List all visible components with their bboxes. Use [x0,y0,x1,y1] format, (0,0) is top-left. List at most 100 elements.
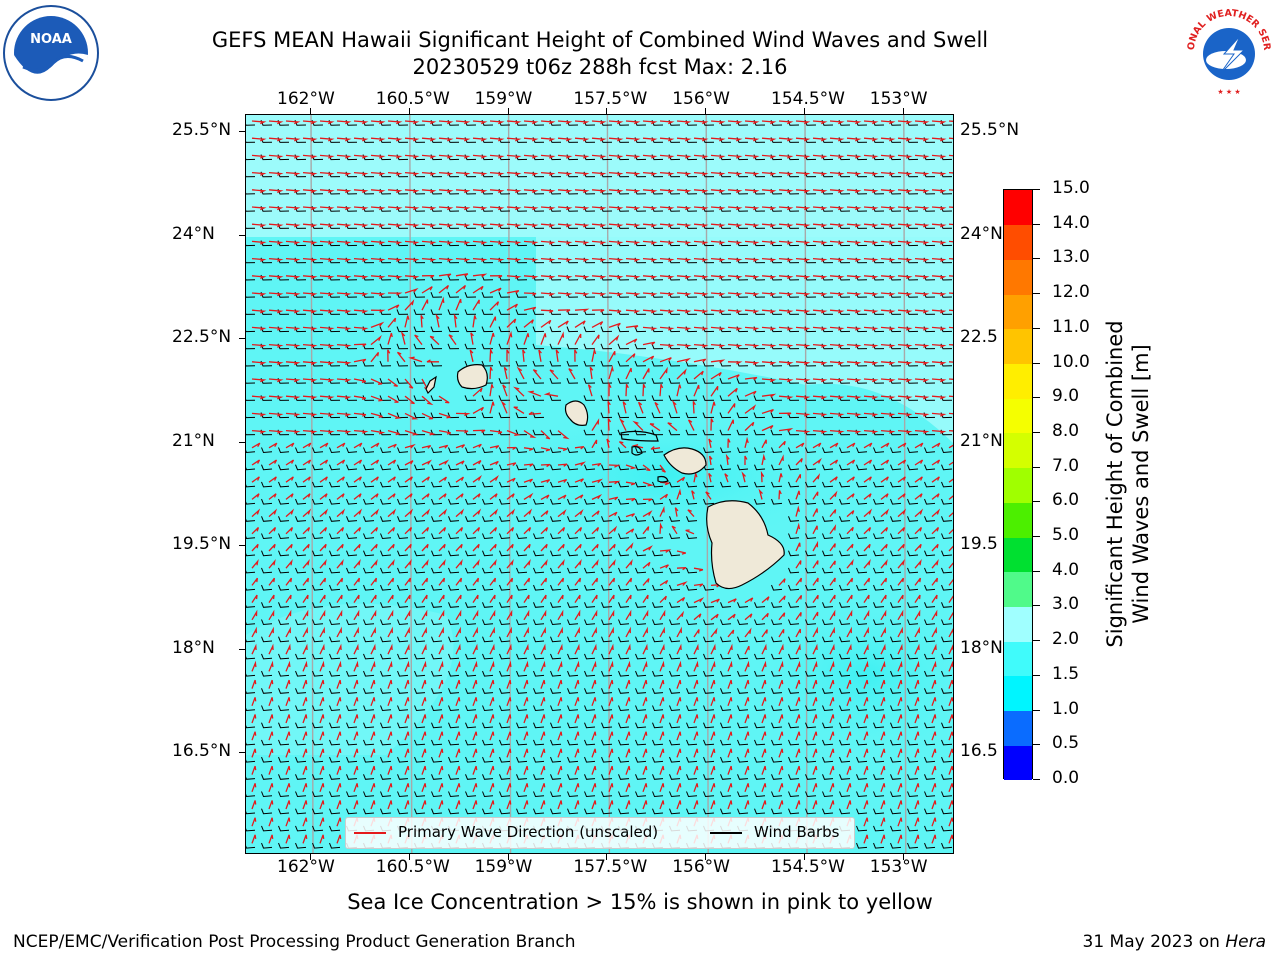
wave-arrow [455,257,471,262]
wind-barb [515,343,528,350]
wind-barb [295,447,307,454]
wave-arrow [489,765,495,775]
wind-barb [805,533,817,540]
wave-arrow [676,731,682,741]
wave-arrow [948,697,953,707]
wave-arrow [591,493,603,500]
wave-arrow [404,137,420,142]
wind-barb [516,705,528,712]
wave-arrow [761,309,777,314]
lat-label-left: 16.5°N [172,741,232,761]
wave-arrow [659,189,675,194]
wave-arrow [659,154,675,159]
wave-arrow [741,471,746,483]
wave-arrow [676,120,692,125]
wave-arrow [302,800,308,810]
wind-barb [246,123,256,126]
wind-barb [736,395,749,401]
wind-barb [566,343,579,350]
wave-arrow [812,643,818,655]
wave-arrow [268,120,284,125]
wind-barb [413,395,426,401]
wave-arrow [914,361,930,366]
wave-arrow [914,577,922,586]
wind-barb [635,722,647,729]
wave-arrow [676,488,682,500]
wave-arrow [948,512,953,518]
wave-arrow [608,322,621,329]
wind-barb [481,292,494,298]
wind-barb [498,412,511,419]
wind-barb [652,636,664,643]
wave-arrow [676,292,692,297]
wind-barb [465,670,477,677]
wind-barb [686,739,698,746]
wave-arrow [659,748,665,758]
wave-arrow [591,257,607,262]
wave-arrow [506,120,522,125]
wave-arrow [914,378,930,383]
wave-arrow [472,189,488,194]
wave-arrow [557,527,566,535]
wave-arrow [642,120,658,125]
wave-arrow [574,543,582,552]
wind-barb [771,756,783,763]
wind-barb [498,395,511,401]
wave-arrow [302,361,318,366]
wave-arrow [540,447,550,452]
wind-barb [839,791,851,798]
wind-barb [413,292,426,298]
wave-arrow [778,292,794,297]
wave-arrow [421,748,427,758]
wind-barb [600,395,613,401]
wind-barb [261,808,273,815]
wind-barb [907,481,919,488]
wave-arrow [778,679,784,689]
footer-date-text: 31 May 2023 on [1082,932,1220,952]
colorbar-tick [1033,744,1040,746]
wave-arrow [455,643,461,655]
wave-arrow [659,626,665,638]
wave-arrow [829,120,845,125]
wind-barb [499,619,511,626]
wave-arrow [523,577,531,586]
wave-height-map [246,115,953,853]
wind-barb [805,653,817,660]
wind-barb [601,533,613,540]
wave-arrow [370,240,386,245]
wave-arrow [455,412,471,417]
wave-arrow [268,275,284,280]
wind-barb [246,501,256,505]
wave-arrow [319,189,335,194]
wave-arrow [455,273,469,277]
wave-arrow [846,714,852,724]
wave-arrow [829,343,845,348]
wave-arrow [251,594,258,603]
wind-barb [329,550,341,557]
wave-arrow [319,508,329,518]
wave-arrow [489,460,499,466]
wind-barb [567,550,579,557]
wind-barb [634,395,647,401]
wind-barb [481,395,494,401]
wind-barb [516,722,528,729]
wave-arrow [336,137,352,142]
wind-barb [482,653,494,660]
wind-barb [380,619,392,626]
wind-barb [805,636,817,643]
wave-arrow [557,189,573,194]
wave-arrow [302,594,309,603]
wave-arrow [880,558,888,569]
wind-barb [246,209,256,212]
wind-barb [771,447,783,454]
wind-barb [380,447,392,454]
wind-barb [533,447,545,454]
wave-arrow [319,378,335,383]
wave-arrow [812,206,828,211]
wind-barb [907,842,919,849]
wave-arrow [251,660,257,672]
wave-arrow [948,644,953,655]
wave-arrow [863,459,873,466]
wave-arrow [608,292,624,297]
wave-arrow [931,395,947,400]
